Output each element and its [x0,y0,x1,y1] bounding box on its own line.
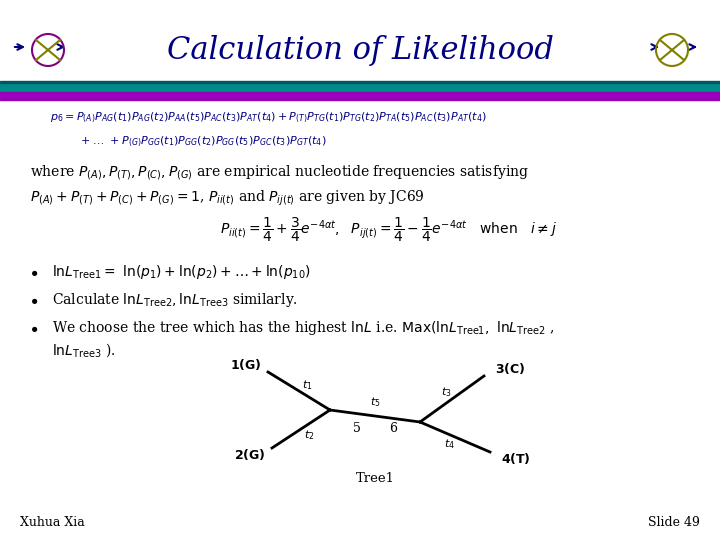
Bar [0,82,720,92]
Bar [0,92,720,100]
Text: $\mathbf{3(C)}$: $\mathbf{3(C)}$ [495,361,525,375]
Text: $\mathrm{ln}L_{\mathrm{Tree1}}= \ \mathrm{ln}(p_1)+\mathrm{ln}(p_2)+{\ldots}+\ma: $\mathrm{ln}L_{\mathrm{Tree1}}= \ \mathr… [52,263,311,281]
Text: where $P_{(A)},P_{(T)},P_{(C)},P_{(G)}$ are empirical nucleotide frequencies sat: where $P_{(A)},P_{(T)},P_{(C)},P_{(G)}$ … [30,163,529,181]
Text: $\mathbf{2(G)}$: $\mathbf{2(G)}$ [234,447,266,462]
Text: 5: 5 [353,422,361,435]
Text: $t_5$: $t_5$ [369,395,380,409]
Text: $\mathbf{1(G)}$: $\mathbf{1(G)}$ [230,356,261,372]
Text: $p_6 = P_{(A)}P_{AG}(t_1)P_{AG}(t_2)P_{AA}(t_5)P_{AC}(t_3)P_{AT}(t_4)+ P_{(T)}P_: $p_6 = P_{(A)}P_{AG}(t_1)P_{AG}(t_2)P_{A… [50,111,487,125]
Text: Tree1: Tree1 [356,471,395,484]
Text: Xuhua Xia: Xuhua Xia [20,516,85,529]
Text: $+\ \ldots\ + P_{(G)}P_{GG}(t_1)P_{GG}(t_2)P_{GG}(t_5)P_{GC}(t_3)P_{GT}(t_4)$: $+\ \ldots\ + P_{(G)}P_{GG}(t_1)P_{GG}(t… [80,135,327,149]
Text: $P_{ii(t)} = \dfrac{1}{4}+\dfrac{3}{4}e^{-4\alpha t},\ \ P_{ij(t)} = \dfrac{1}{4: $P_{ii(t)} = \dfrac{1}{4}+\dfrac{3}{4}e^… [220,216,557,244]
Bar [0,81,720,83]
Text: $t_2$: $t_2$ [304,428,314,442]
Text: 6: 6 [389,422,397,435]
Text: $t_1$: $t_1$ [302,378,312,392]
Text: $\bullet$: $\bullet$ [28,263,38,281]
Text: $t_4$: $t_4$ [444,437,454,451]
Text: $\mathrm{ln}L_{\mathrm{Tree3}}$ ).: $\mathrm{ln}L_{\mathrm{Tree3}}$ ). [52,341,116,359]
Text: $\mathbf{4(T)}$: $\mathbf{4(T)}$ [501,450,531,465]
Text: Calculation of Likelihood: Calculation of Likelihood [166,35,554,65]
Text: $\bullet$: $\bullet$ [28,319,38,337]
Text: $t_3$: $t_3$ [441,385,451,399]
Text: $\bullet$: $\bullet$ [28,291,38,309]
Text: $P_{(A)}+P_{(T)}+P_{(C)}+P_{(G)}=1$, $P_{ii(t)}$ and $P_{ij(t)}$ are given by JC: $P_{(A)}+P_{(T)}+P_{(C)}+P_{(G)}=1$, $P_… [30,188,425,208]
Bar [0,0,720,80]
Text: We choose the tree which has the highest $\mathrm{ln}L$ i.e. $\mathrm{Max}(\math: We choose the tree which has the highest… [52,319,554,337]
Text: Calculate $\mathrm{ln}L_{\mathrm{Tree2}},\mathrm{ln}L_{\mathrm{Tree3}}$ similarl: Calculate $\mathrm{ln}L_{\mathrm{Tree2}}… [52,291,298,309]
Text: Slide 49: Slide 49 [648,516,700,529]
